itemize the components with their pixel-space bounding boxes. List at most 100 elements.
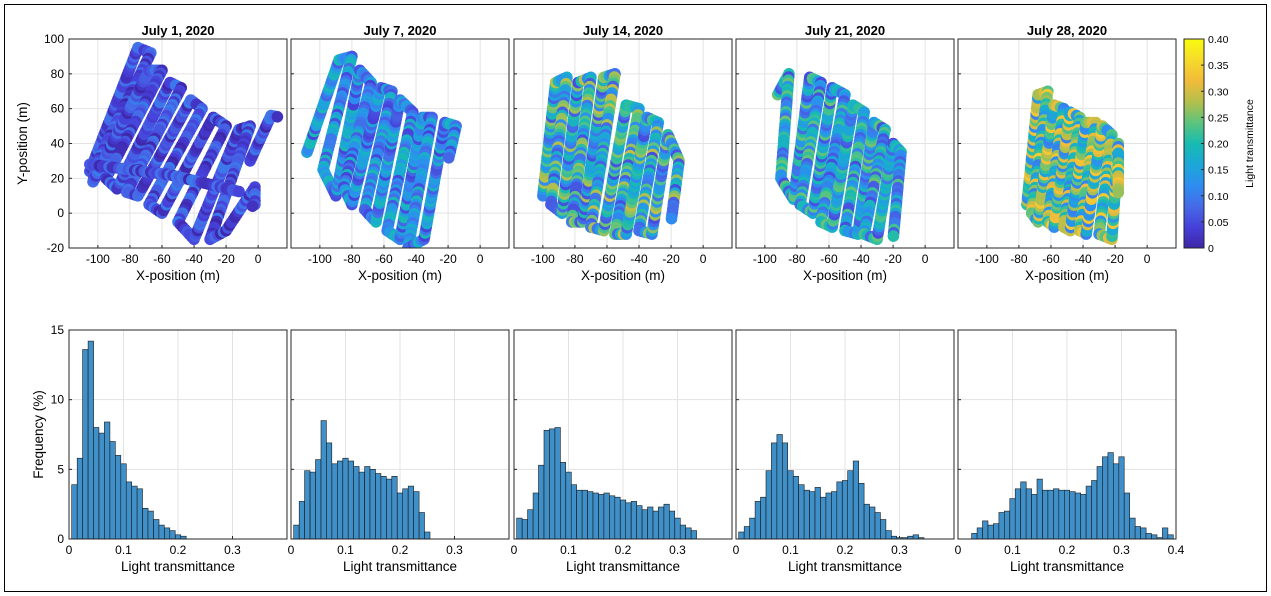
colorbar-tick-label: 0.15 bbox=[1208, 165, 1229, 177]
hist-bar bbox=[663, 503, 670, 540]
scatter-xtick-label: -60 bbox=[1042, 252, 1060, 266]
hist-bar bbox=[1091, 480, 1098, 540]
scatter-xtick-label: -80 bbox=[788, 252, 806, 266]
hist-bar bbox=[413, 491, 420, 540]
hist-bar bbox=[315, 459, 322, 540]
hist-xlabel: Light transmittance bbox=[121, 559, 235, 574]
hist-xlabel: Light transmittance bbox=[343, 559, 457, 574]
scatter-ytick-label: 40 bbox=[51, 137, 65, 151]
hist-bar bbox=[1047, 489, 1054, 540]
hist-xtick-label: 0.4 bbox=[1168, 543, 1185, 557]
hist-bar bbox=[326, 442, 333, 540]
hist-axes-frame bbox=[957, 329, 1177, 540]
hist-bar bbox=[1069, 491, 1076, 540]
hist-bar bbox=[1031, 494, 1038, 540]
hist-bar bbox=[71, 484, 78, 540]
hist-xlabel: Light transmittance bbox=[1010, 559, 1124, 574]
hist-bar bbox=[1123, 492, 1130, 540]
hist-bar bbox=[104, 421, 111, 540]
hist-bar bbox=[1096, 466, 1103, 540]
hist-bar bbox=[570, 484, 577, 540]
hist-bar bbox=[565, 471, 572, 540]
colorbar-tick-label: 0.10 bbox=[1208, 191, 1229, 203]
hist-bar bbox=[1145, 533, 1152, 540]
scatter-xtick-label: -60 bbox=[598, 252, 616, 266]
hist-bar bbox=[369, 468, 376, 540]
hist-bar bbox=[142, 507, 149, 540]
colorbar-tick-label: 0.30 bbox=[1208, 86, 1229, 98]
hist-bar bbox=[396, 492, 404, 540]
hist-bar bbox=[342, 457, 349, 540]
hist-xtick-label: 0.1 bbox=[115, 543, 132, 557]
hist-bar bbox=[402, 488, 409, 540]
hist-bar bbox=[353, 466, 360, 540]
hist-bar bbox=[1140, 527, 1147, 540]
hist-bar bbox=[809, 491, 816, 540]
hist-bar bbox=[1058, 489, 1065, 540]
scatter-xtick-label: 0 bbox=[255, 252, 262, 266]
hist-bar bbox=[516, 517, 523, 540]
hist-ytick-label: 15 bbox=[51, 323, 65, 337]
scatter-ytick-label: 100 bbox=[44, 32, 64, 46]
hist-bar bbox=[798, 484, 805, 540]
hist-axes-frame bbox=[735, 329, 955, 540]
hist-xlabel: Light transmittance bbox=[566, 559, 680, 574]
hist-bar bbox=[136, 488, 143, 540]
scatter-xtick-label: -40 bbox=[852, 252, 870, 266]
hist-bar bbox=[424, 531, 431, 540]
scatter-points-2 bbox=[537, 68, 685, 240]
hist-bar bbox=[912, 534, 919, 540]
hist-xlabel: Light transmittance bbox=[788, 559, 902, 574]
hist-bar bbox=[1025, 488, 1032, 540]
hist-bar bbox=[115, 455, 122, 540]
scatter-xtick-label: 0 bbox=[700, 252, 707, 266]
scatter-ytick-label: 60 bbox=[51, 102, 65, 116]
hist-xtick-label: 0 bbox=[288, 543, 295, 557]
hist-bar bbox=[603, 492, 610, 540]
hist-bar bbox=[175, 534, 182, 540]
hist-axes-frame bbox=[68, 329, 288, 540]
hist-bar bbox=[125, 481, 132, 540]
hist-bar bbox=[749, 517, 756, 540]
hist-bar bbox=[993, 523, 1000, 540]
hist-bar bbox=[1167, 534, 1174, 540]
scatter-ylabel: Y-position (m) bbox=[15, 102, 30, 185]
hist-bar bbox=[652, 510, 659, 540]
scatter-xlabel: X-position (m) bbox=[1025, 268, 1109, 283]
hist-bar bbox=[836, 481, 843, 540]
hist-bar bbox=[609, 495, 616, 540]
hist-bar bbox=[549, 428, 556, 540]
scatter-xtick-label: -60 bbox=[375, 252, 393, 266]
hist-bar bbox=[820, 496, 827, 540]
hist-bar bbox=[1080, 494, 1087, 540]
hist-bar bbox=[331, 463, 338, 540]
scatter-point bbox=[665, 212, 678, 225]
colorbar-tick-label: 0.25 bbox=[1208, 112, 1229, 124]
hist-bar bbox=[1134, 526, 1141, 540]
hist-bar bbox=[576, 489, 583, 540]
scatter-xtick-label: -80 bbox=[121, 252, 139, 266]
scatter-xtick-label: -20 bbox=[1106, 252, 1124, 266]
scatter-xtick-label: -40 bbox=[630, 252, 648, 266]
scatter-xlabel: X-position (m) bbox=[136, 268, 220, 283]
scatter-axes-frame bbox=[513, 38, 733, 249]
scatter-xtick-label: -80 bbox=[343, 252, 361, 266]
hist-bar bbox=[581, 489, 588, 540]
hist-bar bbox=[169, 530, 176, 540]
scatter-title: July 14, 2020 bbox=[583, 23, 663, 38]
hist-bar bbox=[765, 470, 772, 540]
hist-bar bbox=[825, 492, 832, 540]
scatter-points-0 bbox=[84, 41, 284, 246]
hist-bar bbox=[527, 509, 534, 540]
scatter-point bbox=[233, 185, 245, 198]
hist-bar bbox=[636, 505, 643, 540]
scatter-xtick-label: 0 bbox=[1144, 252, 1151, 266]
colorbar-tick-label: 0.35 bbox=[1208, 60, 1229, 72]
hist-bar bbox=[792, 475, 799, 540]
scatter-axes-frame bbox=[735, 38, 955, 249]
hist-bar bbox=[358, 471, 365, 540]
scatter-point bbox=[887, 230, 900, 242]
hist-bar bbox=[863, 503, 870, 540]
hist-bar bbox=[619, 499, 627, 540]
scatter-xtick-label: -100 bbox=[975, 252, 999, 266]
